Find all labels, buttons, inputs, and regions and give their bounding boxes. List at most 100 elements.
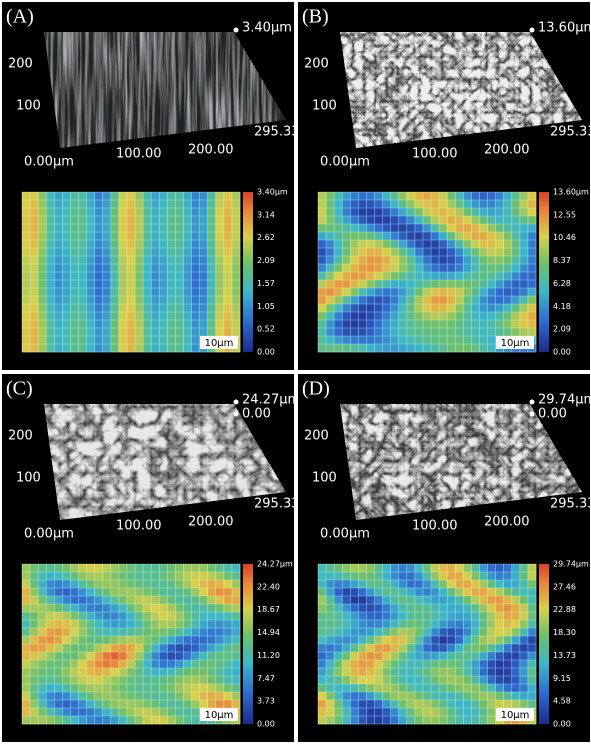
heatmap-cell bbox=[119, 676, 127, 684]
heatmap-cell bbox=[463, 232, 471, 240]
heatmap-cell bbox=[358, 716, 366, 724]
heatmap-cell bbox=[447, 320, 455, 328]
heatmap-cell bbox=[334, 296, 342, 304]
heatmap-cell bbox=[192, 660, 200, 668]
heatmap-cell bbox=[103, 296, 111, 304]
heatmap-cell bbox=[119, 216, 127, 224]
heatmap-cell bbox=[528, 208, 536, 216]
heatmap-cell bbox=[520, 192, 528, 200]
heatmap-cell bbox=[488, 692, 496, 700]
heatmap-cell bbox=[407, 336, 415, 344]
heatmap-cell bbox=[167, 588, 175, 596]
heatmap-cell bbox=[30, 288, 38, 296]
heatmap-cell bbox=[342, 264, 350, 272]
heatmap-cell bbox=[127, 240, 135, 248]
colorbar-tick-label: 8.37 bbox=[553, 256, 571, 265]
heatmap-cell bbox=[358, 224, 366, 232]
heatmap-cell bbox=[520, 248, 528, 256]
heatmap-cell bbox=[358, 272, 366, 280]
heatmap-cell bbox=[496, 700, 504, 708]
heatmap-cell bbox=[208, 192, 216, 200]
heatmap-cell bbox=[399, 652, 407, 660]
heatmap-cell bbox=[111, 240, 119, 248]
heatmap-cell bbox=[151, 328, 159, 336]
heatmap-cell bbox=[167, 668, 175, 676]
heatmap-cell bbox=[143, 620, 151, 628]
heatmap-cell bbox=[383, 208, 391, 216]
heatmap-cell bbox=[111, 716, 119, 724]
heatmap-cell bbox=[151, 232, 159, 240]
heatmap-cell bbox=[399, 580, 407, 588]
heatmap-cell bbox=[167, 344, 175, 352]
heatmap-cell bbox=[423, 612, 431, 620]
x-axis-label: 0.00µm bbox=[24, 527, 74, 542]
heatmap-cell bbox=[334, 344, 342, 352]
heatmap-cell bbox=[208, 256, 216, 264]
heatmap-cell bbox=[439, 628, 447, 636]
heatmap-cell bbox=[431, 216, 439, 224]
heatmap-cell bbox=[423, 684, 431, 692]
heatmap-cell bbox=[167, 208, 175, 216]
heatmap-cell bbox=[358, 232, 366, 240]
heatmap-cell bbox=[342, 692, 350, 700]
heatmap-cell bbox=[183, 684, 191, 692]
heatmap-cell bbox=[79, 652, 87, 660]
heatmap-cell bbox=[30, 596, 38, 604]
colorbar bbox=[539, 192, 549, 352]
heatmap-cell bbox=[479, 708, 487, 716]
heatmap-cell bbox=[127, 684, 135, 692]
heatmap-cell bbox=[431, 312, 439, 320]
heatmap-cell bbox=[54, 628, 62, 636]
heatmap-cell bbox=[127, 644, 135, 652]
heatmap-cell bbox=[447, 272, 455, 280]
heatmap-cell bbox=[38, 328, 46, 336]
heatmap-cell bbox=[167, 644, 175, 652]
heatmap-cell bbox=[38, 192, 46, 200]
heatmap-cell bbox=[95, 336, 103, 344]
heatmap-cell bbox=[504, 208, 512, 216]
heatmap-cell bbox=[375, 264, 383, 272]
heatmap-cell bbox=[488, 280, 496, 288]
heatmap-cell bbox=[119, 232, 127, 240]
heatmap-cell bbox=[119, 312, 127, 320]
heatmap-cell bbox=[135, 564, 143, 572]
heatmap-cell bbox=[232, 612, 240, 620]
heatmap-cell bbox=[127, 564, 135, 572]
heatmap-cell bbox=[463, 636, 471, 644]
heatmap-cell bbox=[520, 312, 528, 320]
heatmap-cell bbox=[350, 256, 358, 264]
heatmap-cell bbox=[183, 344, 191, 352]
heatmap-cell bbox=[151, 224, 159, 232]
heatmap-cell bbox=[334, 224, 342, 232]
heatmap-cell bbox=[479, 652, 487, 660]
heatmap-cell bbox=[496, 628, 504, 636]
heatmap-cell bbox=[366, 700, 374, 708]
heatmap-cell bbox=[224, 320, 232, 328]
heatmap-cell bbox=[375, 716, 383, 724]
heatmap-cell bbox=[216, 684, 224, 692]
heatmap-cell bbox=[79, 272, 87, 280]
colorbar-tick-label: 0.00 bbox=[257, 720, 275, 729]
heatmap-cell bbox=[79, 320, 87, 328]
heatmap-cell bbox=[439, 264, 447, 272]
heatmap-cell bbox=[391, 216, 399, 224]
heatmap-cell bbox=[358, 588, 366, 596]
heatmap-cell bbox=[375, 208, 383, 216]
heatmap-cell bbox=[79, 676, 87, 684]
heatmap-cell bbox=[496, 320, 504, 328]
heatmap-cell bbox=[103, 684, 111, 692]
heatmap-cell bbox=[216, 192, 224, 200]
heatmap-cell bbox=[471, 564, 479, 572]
heatmap-cell bbox=[439, 288, 447, 296]
heatmap-cell bbox=[375, 612, 383, 620]
heatmap-cell bbox=[87, 256, 95, 264]
heatmap-cell bbox=[455, 240, 463, 248]
heatmap-cell bbox=[415, 232, 423, 240]
heatmap-cell bbox=[342, 280, 350, 288]
heatmap-cell bbox=[216, 208, 224, 216]
heatmap-cell bbox=[512, 200, 520, 208]
heatmap-cell bbox=[423, 256, 431, 264]
heatmap-cell bbox=[504, 232, 512, 240]
heatmap-cell bbox=[135, 224, 143, 232]
heatmap-cell bbox=[192, 336, 200, 344]
